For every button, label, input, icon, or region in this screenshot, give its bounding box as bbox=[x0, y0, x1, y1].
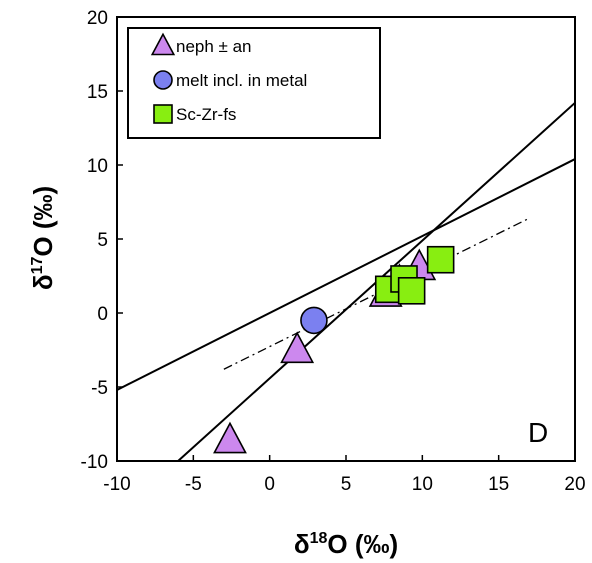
x-tick-label: 20 bbox=[564, 474, 585, 495]
reference-line-solid bbox=[117, 158, 575, 391]
legend-label: melt incl. in metal bbox=[176, 71, 307, 90]
reference-lines bbox=[117, 102, 575, 461]
legend-marker-circle bbox=[153, 70, 173, 90]
x-axis-label: δ18O (‰) bbox=[294, 529, 398, 559]
legend-marker-square bbox=[153, 104, 173, 124]
data-point-square bbox=[397, 276, 426, 305]
x-tick-label: 10 bbox=[412, 474, 433, 495]
y-tick-label: 15 bbox=[87, 82, 108, 103]
y-tick-label: 20 bbox=[87, 8, 108, 29]
y-tick-label: -10 bbox=[81, 452, 108, 473]
data-point-circle bbox=[300, 306, 328, 335]
y-tick-label: 10 bbox=[87, 156, 108, 177]
data-point-triangle bbox=[280, 331, 315, 364]
legend-label: Sc-Zr-fs bbox=[176, 105, 236, 124]
panel-label: D bbox=[528, 417, 548, 448]
y-tick-label: 0 bbox=[97, 304, 108, 325]
data-point-square bbox=[426, 245, 455, 274]
axis-ticks: -10 -5 0 5 10 15 20 -10 -5 0 5 10 15 20 bbox=[81, 8, 586, 495]
y-axis-label: δ17O (‰) bbox=[28, 186, 58, 290]
legend-marker-triangle bbox=[150, 32, 176, 56]
x-tick-label: -10 bbox=[103, 474, 130, 495]
x-tick-label: 0 bbox=[264, 474, 275, 495]
y-tick-label: 5 bbox=[97, 230, 108, 251]
x-tick-label: 15 bbox=[488, 474, 509, 495]
x-tick-label: 5 bbox=[341, 474, 352, 495]
x-tick-label: -5 bbox=[185, 474, 202, 495]
data-point-triangle bbox=[213, 421, 247, 454]
legend: neph ± an melt incl. in metal Sc-Zr-fs bbox=[127, 27, 381, 139]
y-tick-label: -5 bbox=[91, 378, 108, 399]
legend-label: neph ± an bbox=[176, 37, 252, 56]
data-points bbox=[213, 245, 455, 454]
